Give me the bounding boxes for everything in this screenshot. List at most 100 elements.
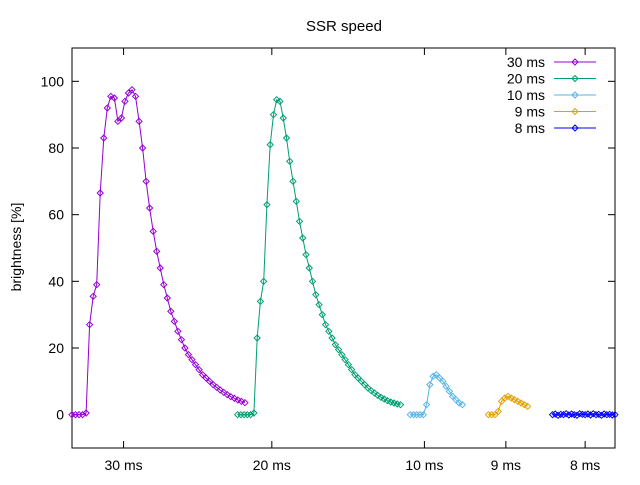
data-point xyxy=(131,92,140,101)
data-point xyxy=(419,410,428,419)
data-point xyxy=(138,144,147,152)
data-point xyxy=(603,410,611,419)
data-point xyxy=(338,350,346,359)
data-point xyxy=(429,372,437,381)
data-point xyxy=(597,411,606,420)
data-point xyxy=(289,177,297,186)
legend-marker xyxy=(571,58,579,66)
data-point xyxy=(559,410,568,419)
data-point xyxy=(177,335,186,344)
data-point xyxy=(237,410,245,419)
data-point xyxy=(181,344,189,352)
series-10-ms xyxy=(406,370,467,419)
data-point xyxy=(548,410,557,419)
data-point xyxy=(230,394,239,403)
legend-marker xyxy=(571,91,579,99)
data-point xyxy=(263,200,271,209)
legend-label: 20 ms xyxy=(507,71,545,87)
data-point xyxy=(439,377,447,386)
data-point xyxy=(227,392,235,401)
plot-frame xyxy=(71,47,616,449)
data-point xyxy=(321,320,330,329)
data-point xyxy=(374,391,382,400)
data-point xyxy=(581,410,589,419)
data-point xyxy=(253,334,261,342)
data-point xyxy=(315,300,323,309)
legend-marker xyxy=(571,74,579,83)
data-point xyxy=(145,204,154,212)
data-point xyxy=(191,360,200,369)
data-point xyxy=(416,410,424,419)
data-point xyxy=(504,392,512,401)
data-point xyxy=(501,394,509,402)
data-point xyxy=(241,398,249,407)
x-tick-label: 9 ms xyxy=(491,457,521,473)
data-point xyxy=(256,297,265,306)
legend-label: 8 ms xyxy=(515,120,545,136)
data-point xyxy=(592,410,600,419)
data-point xyxy=(243,410,252,419)
data-point xyxy=(458,400,467,409)
legend-label: 10 ms xyxy=(507,87,545,103)
series-30-ms xyxy=(68,85,249,419)
data-point xyxy=(117,114,126,122)
data-point xyxy=(608,411,616,419)
x-tick-label: 20 ms xyxy=(253,457,291,473)
data-point xyxy=(295,217,304,226)
data-point xyxy=(273,95,281,104)
data-point xyxy=(220,388,228,397)
data-point xyxy=(266,140,274,149)
y-tick-label: 20 xyxy=(48,340,64,356)
data-point xyxy=(514,397,522,406)
data-point xyxy=(523,402,532,411)
chart-title: SSR speed xyxy=(306,18,382,35)
data-point xyxy=(507,394,515,402)
data-point xyxy=(578,410,587,419)
data-point xyxy=(445,387,454,396)
data-point xyxy=(96,189,104,197)
legend-marker xyxy=(571,124,579,132)
data-point xyxy=(121,97,129,106)
data-point xyxy=(347,365,356,374)
data-point xyxy=(135,117,143,126)
data-point xyxy=(149,227,157,236)
data-point xyxy=(510,395,519,404)
data-point xyxy=(246,410,255,419)
data-point xyxy=(250,409,258,417)
data-point xyxy=(213,383,221,392)
data-point xyxy=(517,399,525,407)
data-point xyxy=(318,310,327,319)
data-point xyxy=(269,110,278,119)
data-point xyxy=(494,407,502,416)
data-point xyxy=(305,264,313,272)
data-point xyxy=(302,250,310,259)
data-point xyxy=(160,280,168,289)
data-point xyxy=(195,365,203,374)
data-point xyxy=(406,410,414,419)
data-point xyxy=(377,393,385,402)
series-line xyxy=(237,98,401,416)
data-point xyxy=(586,411,595,419)
data-point xyxy=(367,386,375,395)
data-point xyxy=(156,264,164,272)
data-point xyxy=(426,380,434,389)
data-point xyxy=(334,345,343,354)
data-point xyxy=(344,360,353,369)
data-point xyxy=(142,177,150,186)
legend-label: 30 ms xyxy=(507,54,545,70)
data-point xyxy=(78,410,87,419)
data-point xyxy=(455,399,463,407)
data-point xyxy=(153,247,161,256)
data-point xyxy=(341,355,349,364)
data-point xyxy=(110,94,119,102)
data-point xyxy=(188,355,196,364)
data-point xyxy=(325,327,333,336)
data-point xyxy=(396,400,405,409)
data-point xyxy=(276,97,284,106)
data-point xyxy=(488,410,496,419)
data-point xyxy=(223,390,232,399)
legend-label: 9 ms xyxy=(515,104,545,120)
data-point xyxy=(233,410,242,419)
